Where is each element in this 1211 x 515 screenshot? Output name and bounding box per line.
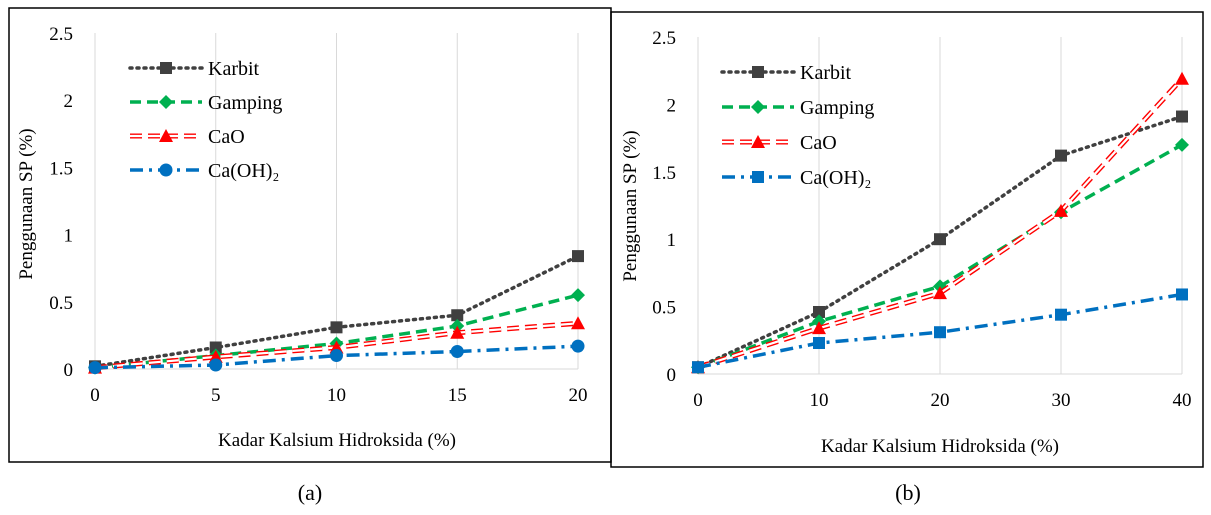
chart-a-series-3: [88, 339, 585, 375]
chart-b-data-point: [1176, 110, 1188, 123]
chart-a-legend-entry: Karbit: [128, 58, 260, 80]
chart-a-data-point: [450, 345, 464, 359]
chart-b-data-point: [812, 321, 826, 335]
chart-a-data-point: [88, 361, 102, 375]
chart-b-data-point: [934, 233, 946, 246]
chart-b-data-point: [813, 305, 825, 318]
chart-b-legend-label: Karbit: [800, 62, 852, 84]
chart-a-grid: [94, 33, 579, 369]
chart-a-legend-marker: [159, 129, 173, 142]
chart-b-legend-label: CaO: [800, 132, 837, 154]
chart-b-legend-label: Ca(OH)₂: [800, 167, 871, 189]
chart-b-legend-entry: CaO: [722, 132, 837, 154]
chart-b-data-point: [1175, 137, 1189, 152]
chart-b-legend-marker: [752, 66, 764, 78]
chart-b-y-ticks: 0 0.5 1 1.5 2 2.5: [652, 28, 676, 386]
chart-b-legend-entry: Gamping: [722, 97, 874, 119]
chart-a-legend-marker: [160, 62, 172, 74]
chart-b-x-tick-label: 10: [810, 390, 829, 411]
chart-a-series-2: [88, 316, 585, 374]
chart-a-x-ticks: 0 5 10 15 20: [90, 385, 587, 406]
chart-b-data-point: [1054, 203, 1068, 217]
chart-b-x-tick-label: 0: [693, 390, 703, 411]
chart-a-series-0: [89, 250, 584, 373]
chart-b-legend-marker: [752, 171, 764, 183]
chart-b-y-tick-label: 0: [667, 365, 677, 386]
chart-a-series: [88, 250, 585, 375]
chart-a-x-tick-label: 10: [327, 385, 346, 406]
chart-b-y-tick-label: 1: [667, 230, 677, 251]
chart-b-series: [691, 71, 1189, 375]
chart-b-y-tick-label: 1.5: [652, 163, 676, 184]
chart-b-data-point: [933, 286, 947, 300]
chart-a-x-tick-label: 5: [211, 385, 221, 406]
chart-b-data-point: [934, 326, 946, 339]
chart-b-legend-entry: Karbit: [720, 62, 852, 84]
chart-a-series-line: [94, 344, 579, 370]
chart-a-y-axis-title: Penggunaan SP (%): [16, 128, 37, 279]
chart-b-x-tick-label: 20: [931, 390, 950, 411]
chart-b-data-point: [1055, 149, 1067, 162]
chart-a-y-tick-label: 0: [64, 360, 74, 381]
chart-b-data-point: [692, 361, 704, 374]
chart-a-legend-marker: [159, 95, 173, 109]
caption-b: (b): [895, 480, 921, 505]
chart-b-x-axis-title: Kadar Kalsium Hidroksida (%): [821, 436, 1059, 457]
chart-b-data-point: [1055, 308, 1067, 321]
chart-a-data-point: [330, 321, 343, 334]
chart-a-data-point: [209, 341, 222, 354]
chart-a-legend-label: Ca(OH)₂: [208, 160, 279, 182]
chart-b-grid: [697, 37, 1183, 374]
chart-a-legend-entry: Gamping: [130, 92, 282, 114]
chart-b-data-point: [1176, 288, 1188, 301]
chart-a-data-point: [450, 325, 465, 339]
chart-b-y-tick-label: 0.5: [652, 298, 676, 319]
chart-b-y-axis-title: Penggunaan SP (%): [620, 130, 641, 281]
chart-a: 0 0.5 1 1.5 2 2.5 0 5 10 15 20 Kadar Kalsium Hidr…: [8, 7, 612, 463]
chart-b-data-point: [1175, 71, 1189, 85]
chart-b: 0 0.5 1 1.5 2 2.5 0 10 20 30 40 Kadar Kalsium Hid…: [610, 11, 1204, 468]
chart-b-x-tick-label: 30: [1052, 390, 1071, 411]
chart-b-border: [610, 11, 1204, 468]
chart-b-y-tick-label: 2: [667, 95, 677, 116]
chart-b-series-3: [692, 288, 1188, 374]
chart-b-legend-label: Gamping: [800, 97, 874, 119]
chart-b-y-tick-label: 2.5: [652, 28, 676, 49]
chart-a-y-tick-label: 2: [64, 91, 74, 112]
chart-b-legend-marker: [751, 100, 765, 114]
chart-a-legend-label: Karbit: [208, 58, 260, 80]
chart-a-data-point: [571, 339, 585, 353]
chart-a-data-point: [330, 349, 343, 363]
chart-a-y-tick-label: 2.5: [49, 24, 73, 45]
chart-a-data-point: [571, 288, 585, 303]
chart-a-legend-label: CaO: [208, 126, 245, 148]
chart-a-data-point: [572, 250, 584, 263]
chart-a-legend-label: Gamping: [208, 92, 282, 114]
chart-a-legend-entry: Ca(OH)₂: [130, 160, 279, 182]
chart-b-series-0: [692, 110, 1188, 374]
chart-a-x-axis-title: Kadar Kalsium Hidroksida (%): [218, 430, 456, 451]
chart-a-y-tick-label: 0.5: [49, 293, 73, 314]
chart-a-x-tick-label: 0: [90, 385, 100, 406]
chart-a-x-tick-label: 15: [448, 385, 467, 406]
chart-a-legend-entry: CaO: [130, 126, 245, 148]
chart-a-y-tick-label: 1: [64, 226, 74, 247]
chart-a-x-tick-label: 20: [569, 385, 588, 406]
chart-a-y-ticks: 0 0.5 1 1.5 2 2.5: [49, 24, 73, 381]
chart-a-legend-marker: [159, 163, 173, 177]
chart-b-x-tick-label: 40: [1173, 390, 1192, 411]
chart-a-data-point: [571, 316, 585, 330]
chart-b-data-point: [813, 336, 825, 349]
chart-a-data-point: [451, 309, 464, 322]
chart-b-legend-entry: Ca(OH)₂: [722, 167, 871, 189]
chart-a-legend: Karbit Gamping CaO Ca(OH)₂: [128, 58, 282, 182]
chart-a-data-point: [209, 358, 223, 372]
chart-b-legend: Karbit Gamping CaO Ca(OH)₂: [720, 62, 874, 189]
chart-b-x-ticks: 0 10 20 30 40: [693, 390, 1191, 411]
chart-a-y-tick-label: 1.5: [49, 158, 73, 179]
caption-a: (a): [298, 480, 322, 505]
chart-b-legend-marker: [751, 135, 765, 148]
